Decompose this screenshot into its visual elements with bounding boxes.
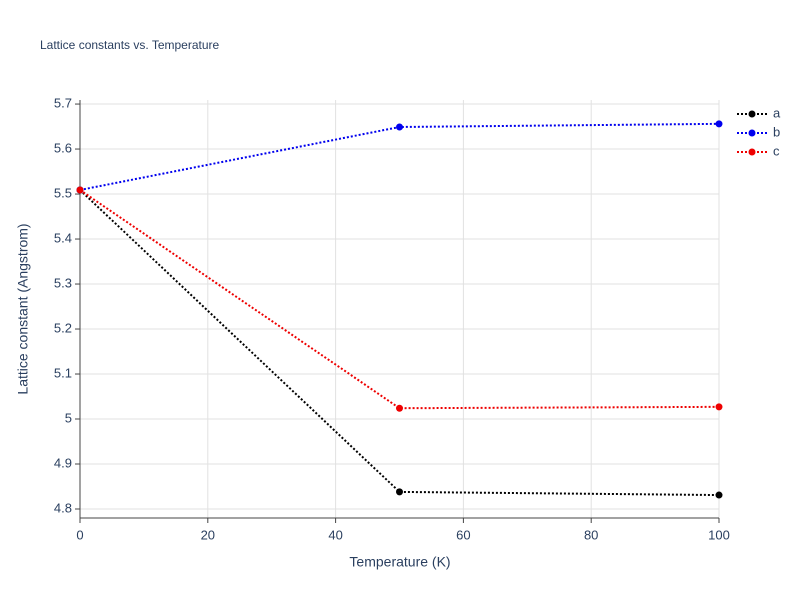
y-tick-label: 5.2 xyxy=(54,320,72,335)
point xyxy=(396,404,403,412)
y-tick-label: 5.5 xyxy=(54,185,72,200)
point xyxy=(715,120,723,128)
y-tick-label: 4.8 xyxy=(54,500,72,515)
point xyxy=(396,488,403,496)
legend-marker xyxy=(748,129,756,137)
point xyxy=(76,186,84,194)
y-tick-label: 4.9 xyxy=(54,455,72,470)
x-tick-label: 60 xyxy=(456,527,470,542)
x-tick-label: 80 xyxy=(584,527,598,542)
series-line xyxy=(79,122,720,191)
x-tick-label: 100 xyxy=(708,527,730,542)
chart-title: Lattice constants vs. Temperature xyxy=(40,38,220,52)
y-axis-title: Lattice constant (Angstrom) xyxy=(15,223,31,394)
legend-label: c xyxy=(773,143,780,158)
y-tick-label: 5 xyxy=(65,410,72,425)
point xyxy=(715,403,723,411)
legend-label: b xyxy=(773,124,780,139)
point xyxy=(396,123,403,131)
series-line xyxy=(79,189,720,410)
point xyxy=(715,491,723,499)
x-tick-label: 20 xyxy=(201,527,215,542)
y-tick-label: 5.4 xyxy=(54,230,72,245)
y-tick-label: 5.6 xyxy=(54,140,72,155)
legend-marker xyxy=(748,110,756,118)
y-tick-label: 5.3 xyxy=(54,275,72,290)
legend-label: a xyxy=(773,105,781,120)
y-tick-label: 5.7 xyxy=(54,95,72,110)
x-tick-label: 40 xyxy=(328,527,342,542)
series-line xyxy=(79,189,720,497)
x-axis-title: Temperature (K) xyxy=(349,554,450,570)
legend-marker xyxy=(748,148,756,156)
x-tick-label: 0 xyxy=(76,527,83,542)
y-tick-label: 5.1 xyxy=(54,365,72,380)
